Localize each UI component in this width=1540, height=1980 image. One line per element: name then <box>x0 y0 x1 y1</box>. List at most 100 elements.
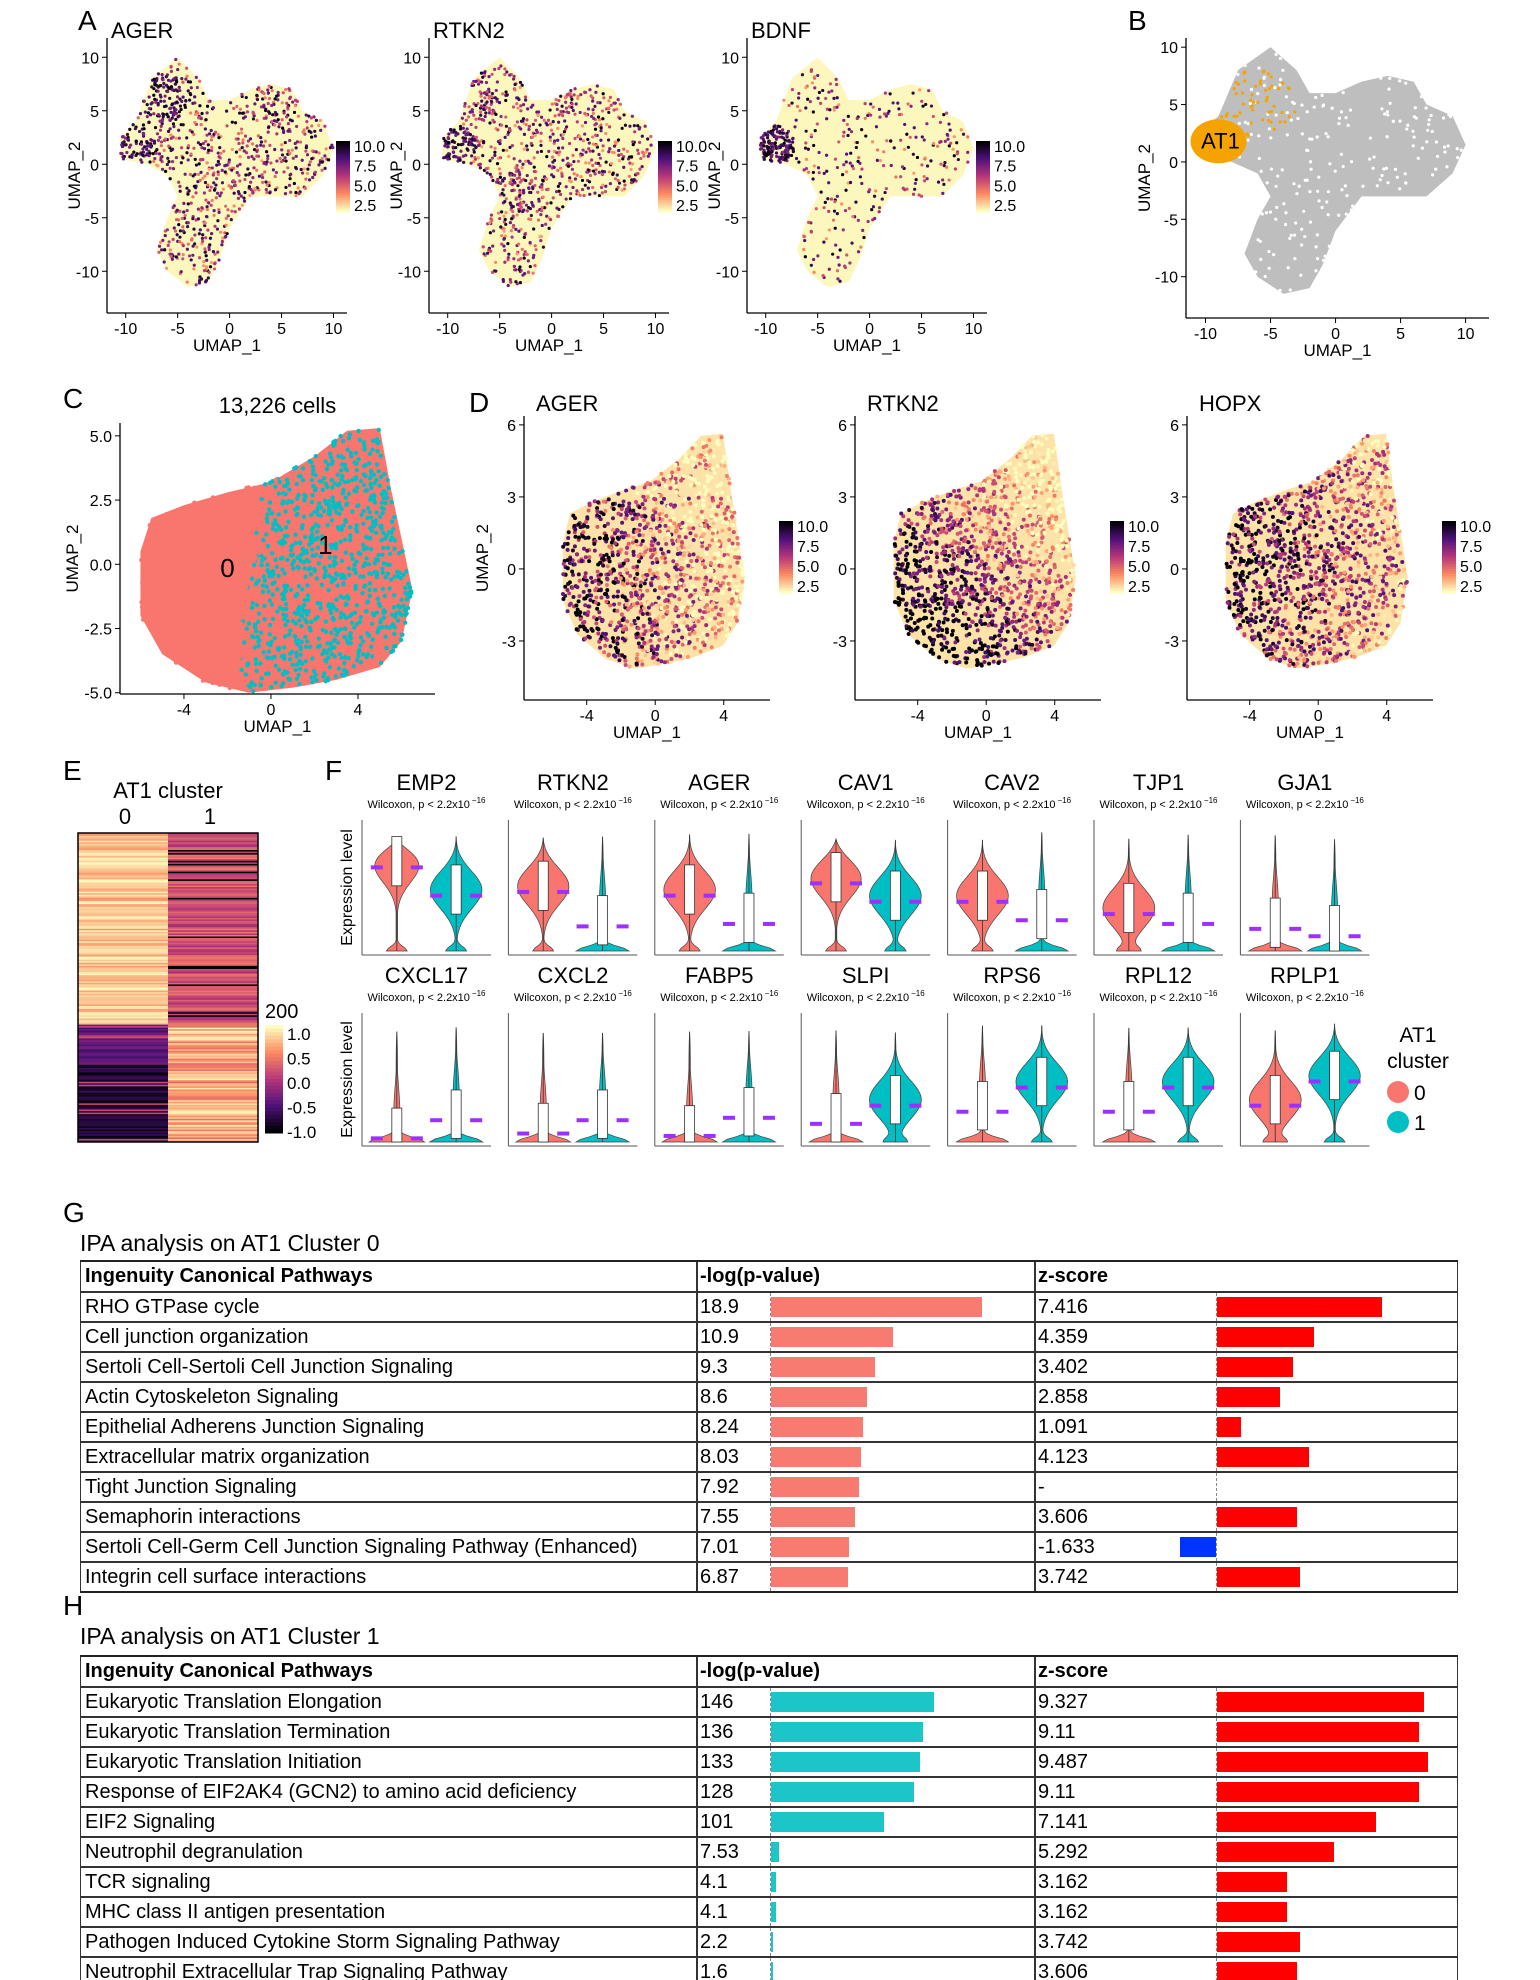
cell-point <box>878 159 883 163</box>
cell-point <box>606 138 611 142</box>
cell-point <box>900 165 905 169</box>
cell-point <box>297 191 301 196</box>
cell-point <box>186 89 190 93</box>
cell-point <box>186 660 192 666</box>
cell-point <box>1337 213 1341 217</box>
cell-point <box>525 252 529 257</box>
cell-point <box>725 627 730 632</box>
cell-point <box>580 178 585 183</box>
cell-point <box>505 148 509 153</box>
cell-point <box>861 228 865 232</box>
cell-point <box>289 649 295 655</box>
cell-point <box>531 271 535 275</box>
cell-point <box>833 199 837 204</box>
cell-point <box>269 511 275 516</box>
cell-point <box>947 144 951 148</box>
cell-point <box>541 245 546 249</box>
cell-point <box>261 537 266 543</box>
cell-point <box>167 86 171 91</box>
cell-point <box>276 667 282 672</box>
cell-point <box>362 583 368 588</box>
cell-point <box>205 258 209 262</box>
cell-point <box>931 114 935 119</box>
cell-point <box>157 562 162 568</box>
cell-point <box>785 144 789 149</box>
cell-point <box>536 190 540 194</box>
cell-point <box>469 110 473 114</box>
cell-point <box>361 546 366 552</box>
cell-point <box>1259 169 1263 173</box>
cell-point <box>872 194 877 198</box>
cell-point <box>565 566 570 571</box>
cell-point <box>307 625 312 630</box>
cell-point <box>159 626 164 631</box>
cell-point <box>142 132 146 136</box>
cell-point <box>299 167 303 172</box>
cell-point <box>661 594 666 599</box>
cluster-1-label: 1 <box>318 530 332 560</box>
cell-point <box>488 221 492 225</box>
cell-point <box>844 170 849 174</box>
cell-point <box>731 530 736 535</box>
cell-point <box>1269 109 1274 114</box>
cell-point <box>1312 105 1316 109</box>
cell-point <box>794 118 798 122</box>
cell-point <box>501 92 505 96</box>
cell-point <box>822 240 826 244</box>
cell-point <box>255 97 260 102</box>
cell-point <box>162 611 167 617</box>
cell-point <box>191 244 195 248</box>
cell-point <box>815 122 819 126</box>
cell-point <box>225 497 230 502</box>
cell-point <box>576 522 581 527</box>
cell-point <box>615 173 619 177</box>
cell-point <box>198 178 202 182</box>
cell-point <box>242 196 246 200</box>
cell-point <box>171 638 176 643</box>
cell-point <box>1257 66 1261 70</box>
cell-point <box>880 197 884 201</box>
cell-point <box>198 510 203 516</box>
cell-point <box>1276 174 1280 178</box>
cell-point <box>512 264 516 268</box>
cell-point <box>180 99 184 103</box>
cell-point <box>234 602 240 608</box>
cell-point <box>200 541 205 546</box>
cell-point <box>158 541 163 546</box>
cell-point <box>606 653 611 658</box>
cell-point <box>544 222 548 226</box>
cell-point <box>1343 184 1347 188</box>
cell-point <box>472 150 476 154</box>
cell-point <box>329 579 334 585</box>
cell-point <box>831 252 835 256</box>
cell-point <box>270 616 276 622</box>
x-axis-label: UMAP_1 <box>193 336 261 355</box>
cell-point <box>1256 91 1260 96</box>
cell-point <box>616 589 621 594</box>
cell-point <box>768 158 773 162</box>
cell-point <box>289 190 293 194</box>
cell-point <box>676 614 681 619</box>
cell-point <box>266 88 270 92</box>
cell-point <box>170 627 176 632</box>
cell-point <box>617 658 622 663</box>
cell-point <box>199 673 204 678</box>
cell-point <box>190 130 194 134</box>
cell-point <box>517 267 521 272</box>
cell-point <box>1330 106 1334 110</box>
cell-point <box>281 538 286 543</box>
cell-point <box>594 90 598 94</box>
cell-point <box>487 87 491 91</box>
cell-point <box>497 167 501 171</box>
cell-point <box>553 139 557 143</box>
cell-point <box>338 433 343 439</box>
y-tick-label: 0.0 <box>90 557 112 574</box>
cell-point <box>524 203 529 207</box>
cell-point <box>501 148 505 152</box>
cell-point <box>240 535 246 540</box>
cell-point <box>389 535 395 540</box>
cell-point <box>763 151 767 155</box>
cell-point <box>499 64 503 68</box>
cell-point <box>1383 112 1387 116</box>
cell-point <box>146 111 151 115</box>
